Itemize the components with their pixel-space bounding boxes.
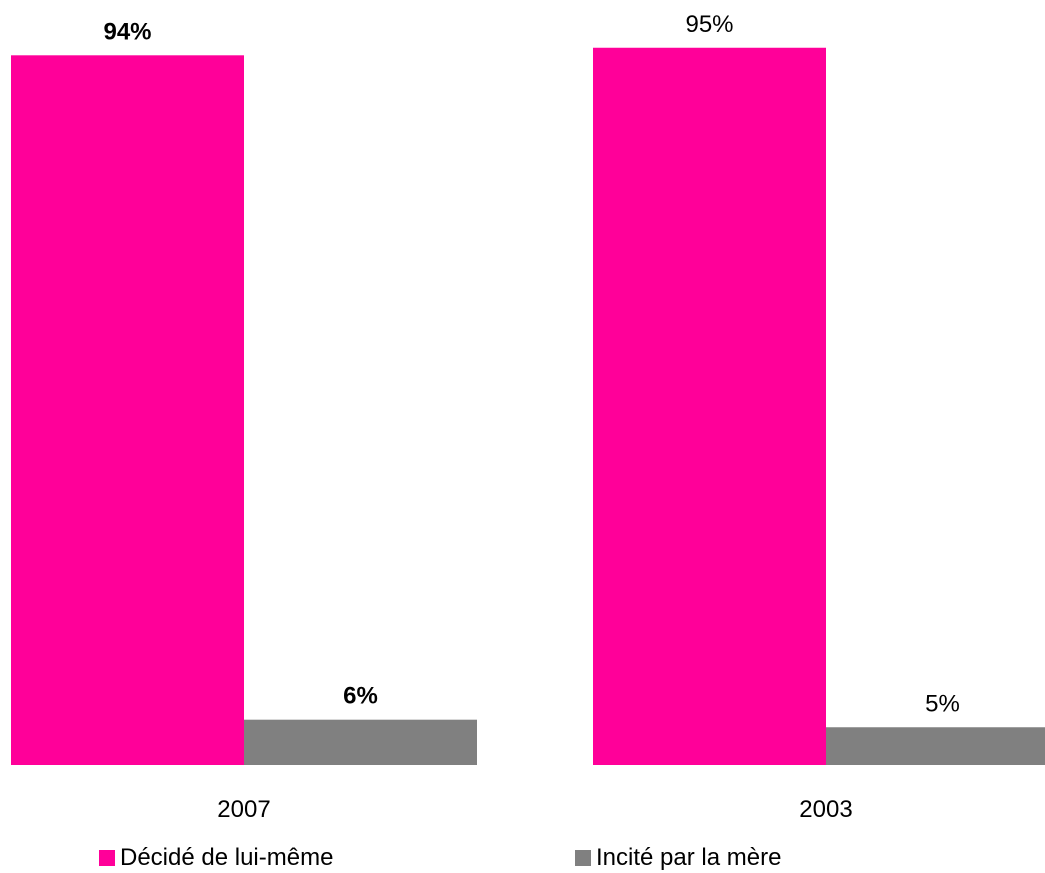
legend-label-incite: Incité par la mère (596, 844, 782, 871)
data-label-2003-series-0: 95% (685, 11, 733, 38)
legend-swatch-incite (575, 850, 591, 866)
legend-label-decide: Décidé de lui-même (120, 844, 334, 871)
category-label-2003: 2003 (799, 796, 852, 823)
legend-swatch-decide (99, 850, 115, 866)
bar-2003-series-0 (593, 47, 826, 765)
data-label-2003-series-1: 5% (925, 690, 960, 717)
data-label-2007-series-1: 6% (343, 683, 378, 710)
category-label-2007: 2007 (217, 796, 270, 823)
data-label-2007-series-0: 94% (103, 18, 151, 45)
legend-item-decide: Décidé de lui-même (99, 843, 333, 873)
legend: Décidé de lui-même Incité par la mère (0, 843, 1045, 873)
bar-2007-series-1 (244, 719, 477, 765)
bar-2007-series-0 (11, 55, 244, 766)
bar-2003-series-1 (826, 727, 1045, 765)
legend-item-incite: Incité par la mère (575, 843, 781, 873)
